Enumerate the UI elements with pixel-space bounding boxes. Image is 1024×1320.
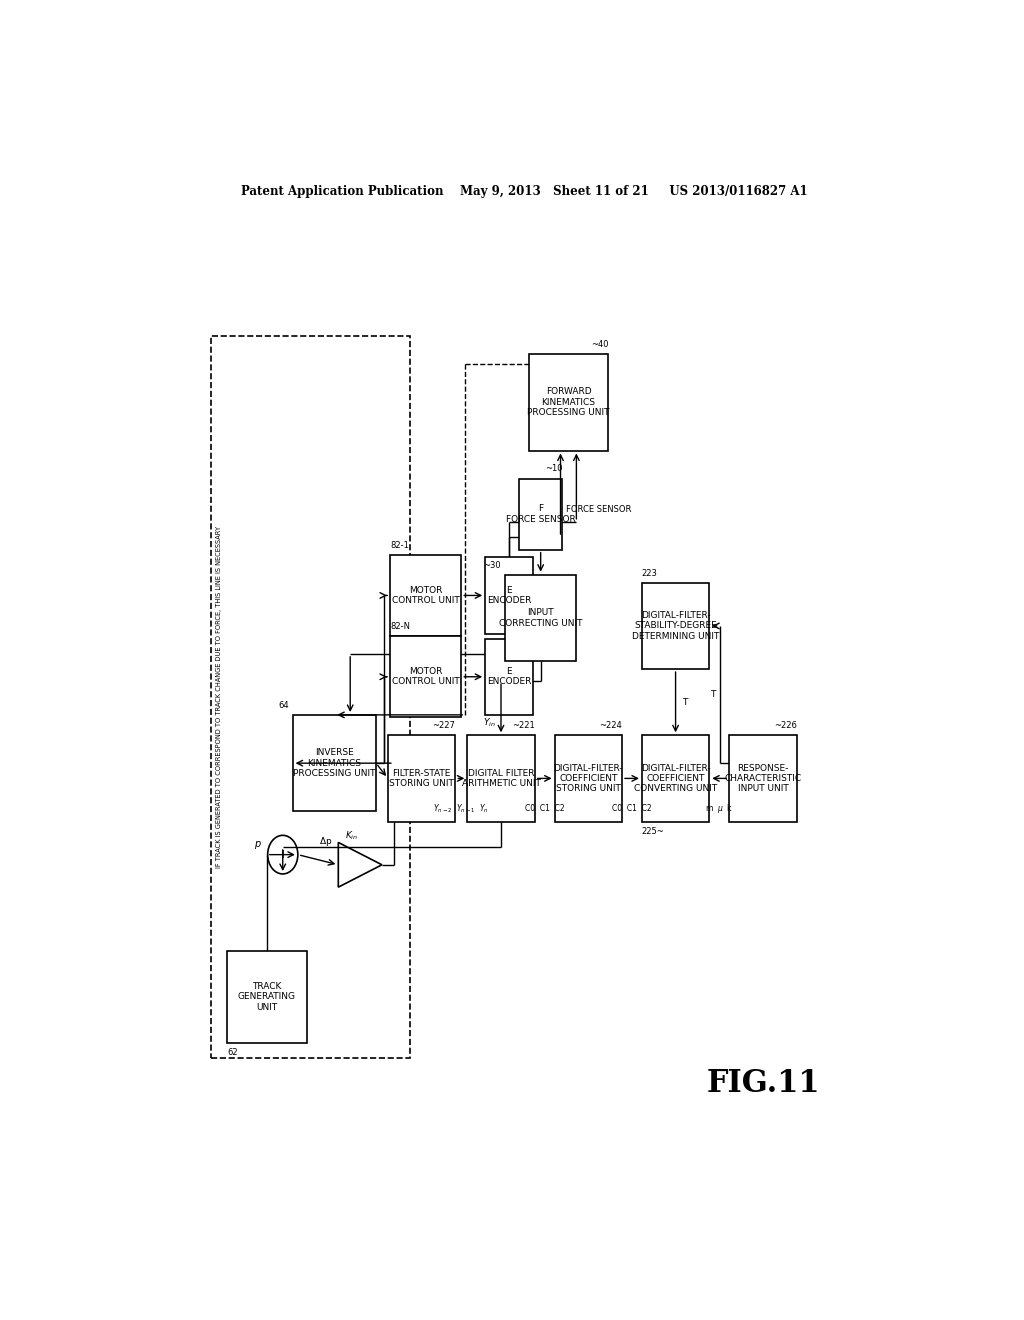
- Text: RESPONSE-
CHARACTERISTIC
INPUT UNIT: RESPONSE- CHARACTERISTIC INPUT UNIT: [724, 763, 802, 793]
- Bar: [485, 557, 532, 634]
- Text: C0  C1  C2: C0 C1 C2: [525, 804, 564, 813]
- Text: E
ENCODER: E ENCODER: [486, 667, 531, 686]
- Text: INPUT
CORRECTING UNIT: INPUT CORRECTING UNIT: [499, 609, 583, 627]
- Bar: [211, 337, 410, 1057]
- Bar: [293, 715, 376, 812]
- Text: T: T: [682, 698, 688, 706]
- Text: 225~: 225~: [642, 826, 665, 836]
- Text: ~221: ~221: [512, 721, 535, 730]
- Text: FORWARD
KINEMATICS
PROCESSING UNIT: FORWARD KINEMATICS PROCESSING UNIT: [527, 388, 609, 417]
- Text: T: T: [711, 690, 716, 700]
- Text: DIGITAL-FILTER-
COEFFICIENT
CONVERTING UNIT: DIGITAL-FILTER- COEFFICIENT CONVERTING U…: [634, 763, 717, 793]
- Text: 64: 64: [279, 701, 289, 710]
- Text: K$_{in}$: K$_{in}$: [345, 829, 358, 842]
- Text: ~227: ~227: [432, 721, 456, 730]
- Bar: [388, 735, 456, 821]
- Text: F
FORCE SENSOR: F FORCE SENSOR: [506, 504, 575, 524]
- Text: ~30: ~30: [483, 561, 501, 569]
- Text: IF TRACK IS GENERATED TO CORRESPOND TO TRACK CHANGE DUE TO FORCE, THIS LINE IS N: IF TRACK IS GENERATED TO CORRESPOND TO T…: [216, 527, 222, 869]
- Bar: [467, 735, 535, 821]
- Text: INVERSE
KINEMATICS
PROCESSING UNIT: INVERSE KINEMATICS PROCESSING UNIT: [293, 748, 376, 777]
- Text: FIG.11: FIG.11: [707, 1068, 819, 1098]
- Text: ~40: ~40: [591, 341, 608, 348]
- Bar: [555, 735, 622, 821]
- Text: 62: 62: [227, 1048, 238, 1057]
- Text: MOTOR
CONTROL UNIT: MOTOR CONTROL UNIT: [392, 667, 460, 686]
- Text: $Y_{in}$: $Y_{in}$: [482, 717, 496, 729]
- Text: 82-1: 82-1: [390, 541, 409, 549]
- Bar: [227, 952, 306, 1043]
- Text: p: p: [254, 840, 260, 850]
- Bar: [485, 639, 532, 715]
- Bar: [642, 735, 710, 821]
- Text: TRACK
GENERATING
UNIT: TRACK GENERATING UNIT: [238, 982, 296, 1012]
- Text: +: +: [278, 849, 288, 861]
- Text: ~10: ~10: [545, 465, 562, 474]
- Bar: [528, 354, 608, 450]
- Text: ~226: ~226: [774, 721, 797, 730]
- Text: FORCE SENSOR: FORCE SENSOR: [566, 504, 632, 513]
- Text: DIGITAL-FILTER-
STABILITY-DEGREE
DETERMINING UNIT: DIGITAL-FILTER- STABILITY-DEGREE DETERMI…: [632, 611, 719, 640]
- Text: DIGITAL-FILTER-
COEFFICIENT
STORING UNIT: DIGITAL-FILTER- COEFFICIENT STORING UNIT: [554, 763, 623, 793]
- Text: FILTER-STATE
STORING UNIT: FILTER-STATE STORING UNIT: [389, 768, 454, 788]
- Text: ~224: ~224: [599, 721, 622, 730]
- Bar: [729, 735, 797, 821]
- Bar: [642, 582, 710, 669]
- Text: Patent Application Publication    May 9, 2013   Sheet 11 of 21     US 2013/01168: Patent Application Publication May 9, 20…: [242, 185, 808, 198]
- Text: $Y_{n-2}$  $Y_{n-1}$  $Y_n$: $Y_{n-2}$ $Y_{n-1}$ $Y_n$: [433, 803, 489, 816]
- Text: m  $\mu$  k: m $\mu$ k: [705, 803, 733, 816]
- Text: E
ENCODER: E ENCODER: [486, 586, 531, 605]
- Bar: [390, 636, 462, 718]
- Text: C0  C1  C2: C0 C1 C2: [612, 804, 651, 813]
- Text: $\Delta$p: $\Delta$p: [319, 836, 333, 847]
- Text: 223: 223: [642, 569, 657, 578]
- Bar: [390, 554, 462, 636]
- Bar: [505, 574, 577, 661]
- Text: MOTOR
CONTROL UNIT: MOTOR CONTROL UNIT: [392, 586, 460, 605]
- Text: DIGITAL FILTER
ARITHMETIC UNIT: DIGITAL FILTER ARITHMETIC UNIT: [462, 768, 541, 788]
- Bar: [519, 479, 562, 549]
- Text: 82-N: 82-N: [390, 622, 410, 631]
